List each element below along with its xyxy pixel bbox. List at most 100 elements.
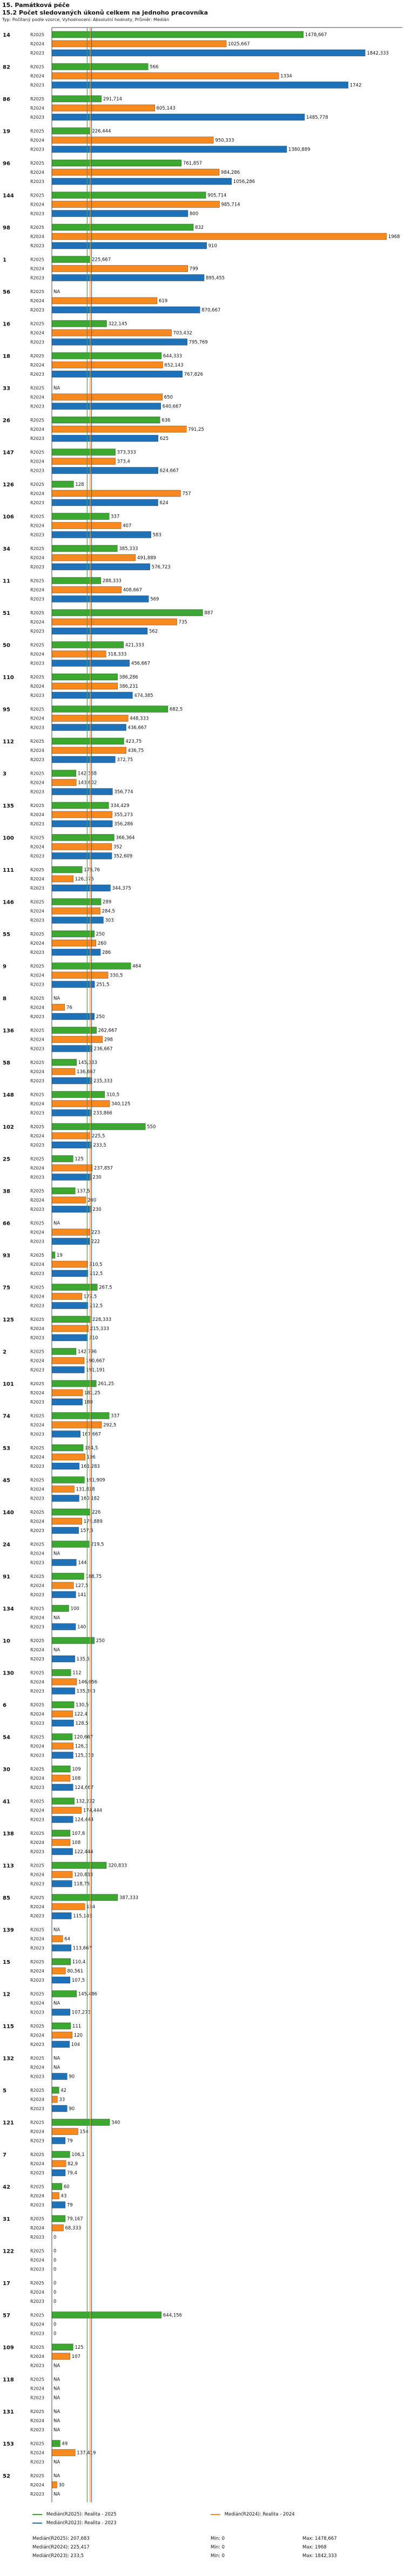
value-label: 644,156 — [163, 2313, 182, 2319]
value-label: NA — [53, 2065, 60, 2071]
value-label: 652,143 — [164, 363, 183, 368]
value-label: 191,909 — [86, 1478, 105, 1483]
bar-r2023 — [51, 1559, 77, 1566]
value-label: 0 — [53, 2258, 56, 2263]
bar-r2024 — [51, 1871, 73, 1878]
series-row-label: R2025 — [30, 386, 44, 391]
category-label: 153 — [3, 2442, 14, 2448]
series-row-label: R2023 — [30, 629, 44, 634]
bar-r2023 — [51, 595, 149, 602]
series-row-label: R2024 — [30, 1455, 44, 1460]
series-row-label: R2024 — [30, 331, 44, 336]
stats-row-r2023: Medián(R2023): 233,5 Min: 0 Max: 1842,33… — [0, 2552, 405, 2560]
value-label: 115,143 — [73, 1914, 92, 1919]
bar-r2025 — [51, 1701, 75, 1709]
value-label: NA — [53, 2363, 60, 2369]
bar-r2025 — [51, 1572, 84, 1580]
series-row-label: R2025 — [30, 739, 44, 744]
value-label: 124,667 — [75, 1785, 93, 1791]
series-row-label: R2023 — [30, 2428, 44, 2432]
value-label: 550 — [147, 1124, 156, 1130]
value-label: 1056,286 — [233, 179, 255, 185]
category-label: 125 — [3, 1317, 14, 1323]
category-label: 146 — [3, 900, 14, 906]
series-row-label: R2025 — [30, 836, 44, 840]
series-row-label: R2024 — [30, 395, 44, 400]
series-row-label: R2023 — [30, 1047, 44, 1052]
bar-r2023 — [51, 306, 200, 314]
bar-r2025 — [51, 1444, 84, 1452]
value-label: 226,444 — [92, 129, 111, 134]
bar-r2024 — [51, 1935, 63, 1942]
series-row-label: R2025 — [30, 2473, 44, 2478]
bar-r2024 — [51, 2481, 57, 2489]
series-row-label: R2025 — [30, 932, 44, 937]
value-label: 318,333 — [107, 652, 126, 657]
bar-r2025 — [51, 802, 109, 809]
value-label: 128,5 — [75, 1721, 88, 1726]
series-row-label: R2024 — [30, 748, 44, 753]
stat-max: Max: 1842,333 — [302, 2553, 337, 2559]
series-row-label: R2025 — [30, 1157, 44, 1162]
category-label: 131 — [3, 2409, 14, 2415]
bar-r2024 — [51, 2160, 66, 2167]
value-label: NA — [53, 2396, 60, 2401]
bar-r2025 — [51, 1123, 146, 1130]
series-row-label: R2025 — [30, 675, 44, 680]
value-label: 791,25 — [188, 427, 204, 432]
series-row-label: R2025 — [30, 1446, 44, 1450]
category-label: 130 — [3, 1671, 14, 1677]
value-label: 157,5 — [80, 1528, 93, 1534]
series-row-label: R2025 — [30, 289, 44, 294]
category-label: 57 — [3, 2313, 10, 2319]
value-label: 124,444 — [75, 1818, 93, 1823]
series-row-label: R2023 — [30, 2075, 44, 2079]
value-label: 82,9 — [68, 2161, 78, 2167]
bar-r2025 — [51, 866, 83, 873]
value-label: 19 — [57, 1253, 63, 1258]
series-row-label: R2024 — [30, 1648, 44, 1652]
series-row-label: R2024 — [30, 2130, 44, 2134]
category-label: 54 — [3, 1735, 10, 1741]
value-label: 0 — [53, 2267, 56, 2273]
series-row-label: R2025 — [30, 2216, 44, 2221]
value-label: 566 — [150, 65, 158, 70]
series-row-label: R2025 — [30, 2442, 44, 2446]
bar-r2023 — [51, 2041, 70, 2048]
value-label: 233,866 — [93, 1111, 112, 1116]
value-label: 387,333 — [119, 1895, 138, 1901]
bar-r2024 — [51, 2353, 70, 2360]
bar-r2023 — [51, 627, 148, 635]
bar-r2025 — [51, 2440, 60, 2447]
bar-r2024 — [51, 875, 74, 883]
series-row-label: R2023 — [30, 243, 44, 248]
series-row-label: R2025 — [30, 2281, 44, 2286]
value-label: 210,5 — [89, 1262, 102, 1267]
bar-r2023 — [51, 1366, 85, 1373]
value-label: 181,25 — [84, 1391, 100, 1396]
bar-r2023 — [51, 852, 112, 859]
category-label: 75 — [3, 1285, 10, 1291]
value-label: 0 — [53, 2281, 56, 2286]
series-row-label: R2023 — [30, 1753, 44, 1758]
category-label: 51 — [3, 611, 10, 616]
bar-r2023 — [51, 1334, 88, 1341]
series-row-label: R2023 — [30, 2363, 44, 2368]
series-row-label: R2025 — [30, 450, 44, 455]
category-label: 26 — [3, 418, 10, 424]
value-label: 905,714 — [207, 193, 226, 199]
bar-r2025 — [51, 95, 102, 103]
series-row-label: R2023 — [30, 757, 44, 762]
series-row-label: R2023 — [30, 1111, 44, 1116]
category-label: 8 — [3, 996, 6, 1002]
value-label: 650 — [164, 395, 173, 401]
category-label: 82 — [3, 65, 10, 71]
value-label: NA — [53, 1928, 60, 1933]
series-row-label: R2024 — [30, 973, 44, 978]
value-label: 895,455 — [206, 276, 225, 281]
value-label: NA — [53, 2473, 60, 2479]
bar-r2024 — [51, 1678, 77, 1685]
value-label: 127,5 — [75, 1583, 88, 1589]
series-row-label: R2025 — [30, 1028, 44, 1033]
series-row-label: R2025 — [30, 1799, 44, 1804]
